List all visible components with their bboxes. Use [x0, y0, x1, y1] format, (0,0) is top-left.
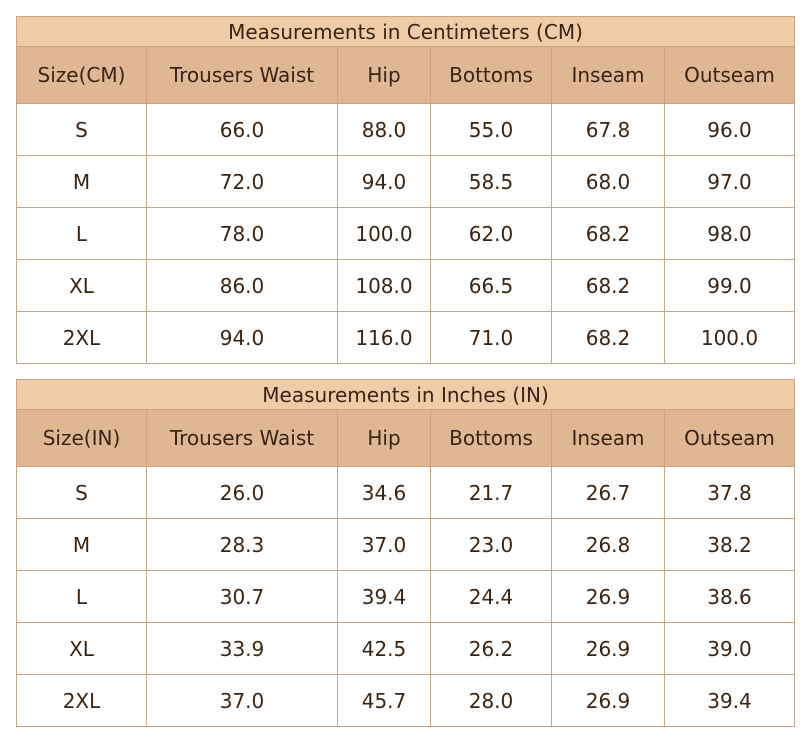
data-cell: 78.0 [146, 207, 338, 260]
data-cell: 58.5 [430, 155, 552, 208]
data-cell: 2XL [16, 674, 147, 727]
data-cell: 24.4 [430, 570, 552, 623]
data-cell: XL [16, 622, 147, 675]
data-row: S 26.0 34.6 21.7 26.7 37.8 [16, 466, 796, 519]
data-cell: 26.7 [551, 466, 665, 519]
data-cell: 23.0 [430, 518, 552, 571]
data-row: L 30.7 39.4 24.4 26.9 38.6 [16, 570, 796, 623]
data-cell: 72.0 [146, 155, 338, 208]
data-cell: 39.4 [337, 570, 431, 623]
data-row: XL 86.0 108.0 66.5 68.2 99.0 [16, 259, 795, 312]
header-cell: Inseam [551, 409, 665, 467]
data-row: L 78.0 100.0 62.0 68.2 98.0 [16, 207, 795, 260]
size-table: Measurements in Centimeters (CM) Size(CM)… [16, 16, 795, 364]
data-cell: L [16, 570, 147, 623]
data-cell: 38.6 [663, 570, 796, 623]
data-cell: 108.0 [337, 259, 431, 312]
data-cell: 88.0 [337, 103, 431, 156]
data-row: 2XL 37.0 45.7 28.0 26.9 39.4 [16, 674, 796, 727]
data-cell: 37.0 [337, 518, 431, 571]
table-title: Measurements in Inches (IN) [15, 379, 796, 410]
data-row: S 66.0 88.0 55.0 67.8 96.0 [16, 103, 795, 156]
title-row: Measurements in Centimeters (CM) [16, 16, 795, 47]
title-row: Measurements in Inches (IN) [15, 379, 796, 410]
data-row: 2XL 94.0 116.0 71.0 68.2 100.0 [16, 311, 795, 364]
header-cell: Bottoms [430, 46, 552, 104]
data-cell: 96.0 [664, 103, 795, 156]
data-cell: 26.9 [551, 674, 665, 727]
data-cell: 68.2 [551, 207, 665, 260]
data-cell: 94.0 [146, 311, 338, 364]
header-cell: Bottoms [430, 409, 552, 467]
table-title: Measurements in Centimeters (CM) [16, 16, 795, 47]
data-cell: 68.2 [551, 311, 665, 364]
header-cell: Outseam [663, 409, 796, 467]
data-cell: 66.0 [146, 103, 338, 156]
header-cell: Hip [337, 409, 431, 467]
data-cell: 98.0 [664, 207, 795, 260]
data-cell: 26.9 [551, 622, 665, 675]
data-cell: 99.0 [664, 259, 795, 312]
data-cell: 97.0 [664, 155, 795, 208]
data-cell: 37.8 [663, 466, 796, 519]
data-cell: 67.8 [551, 103, 665, 156]
data-cell: 33.9 [146, 622, 338, 675]
data-cell: L [16, 207, 147, 260]
data-cell: 42.5 [337, 622, 431, 675]
data-row: M 72.0 94.0 58.5 68.0 97.0 [16, 155, 795, 208]
data-cell: 34.6 [337, 466, 431, 519]
header-cell: Size(CM) [16, 46, 147, 104]
data-cell: 62.0 [430, 207, 552, 260]
data-row: M 28.3 37.0 23.0 26.8 38.2 [16, 518, 796, 571]
data-cell: 21.7 [430, 466, 552, 519]
header-cell: Size(IN) [16, 409, 147, 467]
header-cell: Trousers Waist [146, 46, 338, 104]
data-cell: 86.0 [146, 259, 338, 312]
data-cell: 26.2 [430, 622, 552, 675]
data-cell: 26.0 [146, 466, 338, 519]
header-row: Size(IN) Trousers Waist Hip Bottoms Inseam Ou… [16, 409, 796, 467]
header-cell: Trousers Waist [146, 409, 338, 467]
data-cell: 38.2 [663, 518, 796, 571]
data-cell: M [16, 518, 147, 571]
data-cell: 28.0 [430, 674, 552, 727]
data-cell: 37.0 [146, 674, 338, 727]
header-cell: Outseam [664, 46, 795, 104]
data-cell: 30.7 [146, 570, 338, 623]
data-cell: 100.0 [337, 207, 431, 260]
data-cell: 26.9 [551, 570, 665, 623]
data-cell: S [16, 466, 147, 519]
data-cell: 39.4 [663, 674, 796, 727]
data-cell: 55.0 [430, 103, 552, 156]
data-cell: XL [16, 259, 147, 312]
data-cell: 28.3 [146, 518, 338, 571]
data-cell: 116.0 [337, 311, 431, 364]
size-table: Measurements in Inches (IN) Size(IN) Trous… [15, 379, 796, 727]
data-cell: 71.0 [430, 311, 552, 364]
data-cell: 94.0 [337, 155, 431, 208]
data-cell: 66.5 [430, 259, 552, 312]
data-cell: S [16, 103, 147, 156]
data-cell: 68.0 [551, 155, 665, 208]
data-cell: 68.2 [551, 259, 665, 312]
header-row: Size(CM) Trousers Waist Hip Bottoms Inseam Ou… [16, 46, 795, 104]
data-cell: M [16, 155, 147, 208]
data-row: XL 33.9 42.5 26.2 26.9 39.0 [16, 622, 796, 675]
header-cell: Inseam [551, 46, 665, 104]
data-cell: 26.8 [551, 518, 665, 571]
data-cell: 45.7 [337, 674, 431, 727]
data-cell: 2XL [16, 311, 147, 364]
data-cell: 100.0 [664, 311, 795, 364]
header-cell: Hip [337, 46, 431, 104]
data-cell: 39.0 [663, 622, 796, 675]
